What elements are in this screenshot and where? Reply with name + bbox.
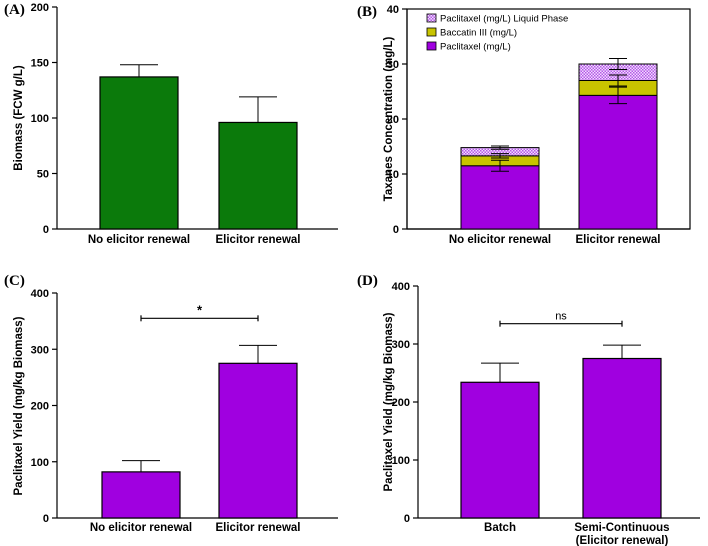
panel-d-plot: 0 100 200 300 400 Paclitaxel Yield (mg/kg Bio… — [383, 281, 700, 546]
panel-d-ytick-label: 400 — [392, 281, 410, 293]
panel-b-category-label: No elicitor renewal — [449, 234, 551, 246]
panel-c-bar — [101, 471, 181, 519]
panel-a-ytick-label: 50 — [37, 169, 49, 181]
panel-c-plot: 0 100 200 300 400 Paclitaxel Yield (mg/kg Bio… — [13, 288, 338, 534]
panel-a-ylabel: Biomass (FCW g/L) — [13, 65, 25, 171]
panel-a-label: (A) — [4, 2, 25, 18]
panel-b: (B) 0 10 20 30 40 Taxanes Concentration (mg/L… — [357, 4, 691, 246]
panel-a-ytick-label: 150 — [31, 58, 49, 70]
panel-d: (D) 0 100 200 300 400 Paclitaxel Yield (mg/kg… — [357, 273, 700, 546]
panel-a-ytick-label: 0 — [43, 224, 49, 236]
panel-d-category-label: Semi-Continuous — [574, 522, 669, 534]
panel-d-category-sublabel: (Elicitor renewal) — [576, 535, 669, 546]
panel-c-ytick-label: 100 — [31, 457, 49, 469]
panel-b-bar-segment — [578, 94, 658, 230]
legend-label-baccatin: Baccatin III (mg/L) — [440, 28, 517, 39]
panel-b-ytick-label: 30 — [387, 59, 399, 71]
panel-b-label: (B) — [357, 4, 377, 20]
legend-swatch-paclitaxel — [426, 41, 437, 51]
panel-c-sig-label: * — [197, 302, 203, 317]
panel-b-plot: 0 10 20 30 40 Taxanes Concentration (mg/L) No … — [383, 4, 691, 246]
panel-c-label: (C) — [4, 273, 25, 289]
legend-label-paclitaxel: Paclitaxel (mg/L) — [440, 42, 511, 53]
panel-c-ytick-label: 200 — [31, 401, 49, 413]
legend-b: Paclitaxel (mg/L) Liquid Phase Baccatin … — [426, 13, 568, 53]
panel-d-ytick-label: 100 — [392, 455, 410, 467]
panel-d-category-label: Batch — [484, 522, 516, 534]
panel-c-ytick-label: 300 — [31, 344, 49, 356]
panel-a-ytick-label: 100 — [31, 113, 49, 125]
panel-c-bar — [218, 362, 298, 519]
panel-d-ylabel: Paclitaxel Yield (mg/kg Biomass) — [383, 312, 395, 491]
legend-swatch-baccatin — [426, 27, 437, 37]
panel-a-category-label: Elicitor renewal — [215, 234, 300, 246]
panel-a-ytick-label: 200 — [31, 2, 49, 14]
panel-c: (C) 0 100 200 300 400 Paclitaxel Yield (mg/kg… — [4, 273, 338, 534]
panel-d-ytick-label: 300 — [392, 339, 410, 351]
panel-d-sig-label: ns — [555, 311, 567, 323]
panel-c-category-label: No elicitor renewal — [90, 522, 192, 534]
panel-b-ytick-label: 40 — [387, 4, 399, 16]
panel-d-ytick-label: 200 — [392, 397, 410, 409]
panel-a: (A) 0 50 100 150 200 Biomass (FCW g/L) No elic… — [4, 2, 338, 246]
panel-b-category-label: Elicitor renewal — [575, 234, 660, 246]
panel-a-category-label: No elicitor renewal — [88, 234, 190, 246]
legend-label-liquid-phase: Paclitaxel (mg/L) Liquid Phase — [440, 14, 568, 25]
panel-d-bar — [460, 381, 540, 519]
panel-c-ylabel: Paclitaxel Yield (mg/kg Biomass) — [13, 316, 25, 495]
panel-a-bar — [218, 121, 298, 230]
panel-c-category-label: Elicitor renewal — [215, 522, 300, 534]
panel-b-ytick-label: 0 — [393, 224, 399, 236]
panel-c-ytick-label: 400 — [31, 288, 49, 300]
panel-a-plot: 0 50 100 150 200 Biomass (FCW g/L) No elicitor… — [13, 2, 338, 246]
panel-b-ytick-label: 10 — [387, 169, 399, 181]
legend-swatch-liquid-phase — [426, 13, 437, 23]
panel-d-ytick-label: 0 — [404, 513, 410, 525]
panel-d-label: (D) — [357, 273, 378, 289]
panel-b-bar-segment — [460, 165, 540, 230]
panel-b-ytick-label: 20 — [387, 114, 399, 126]
panel-a-bar — [99, 76, 179, 230]
panel-b-ylabel: Taxanes Concentration (mg/L) — [383, 37, 395, 202]
panel-d-bar — [582, 357, 662, 519]
panel-c-ytick-label: 0 — [43, 513, 49, 525]
